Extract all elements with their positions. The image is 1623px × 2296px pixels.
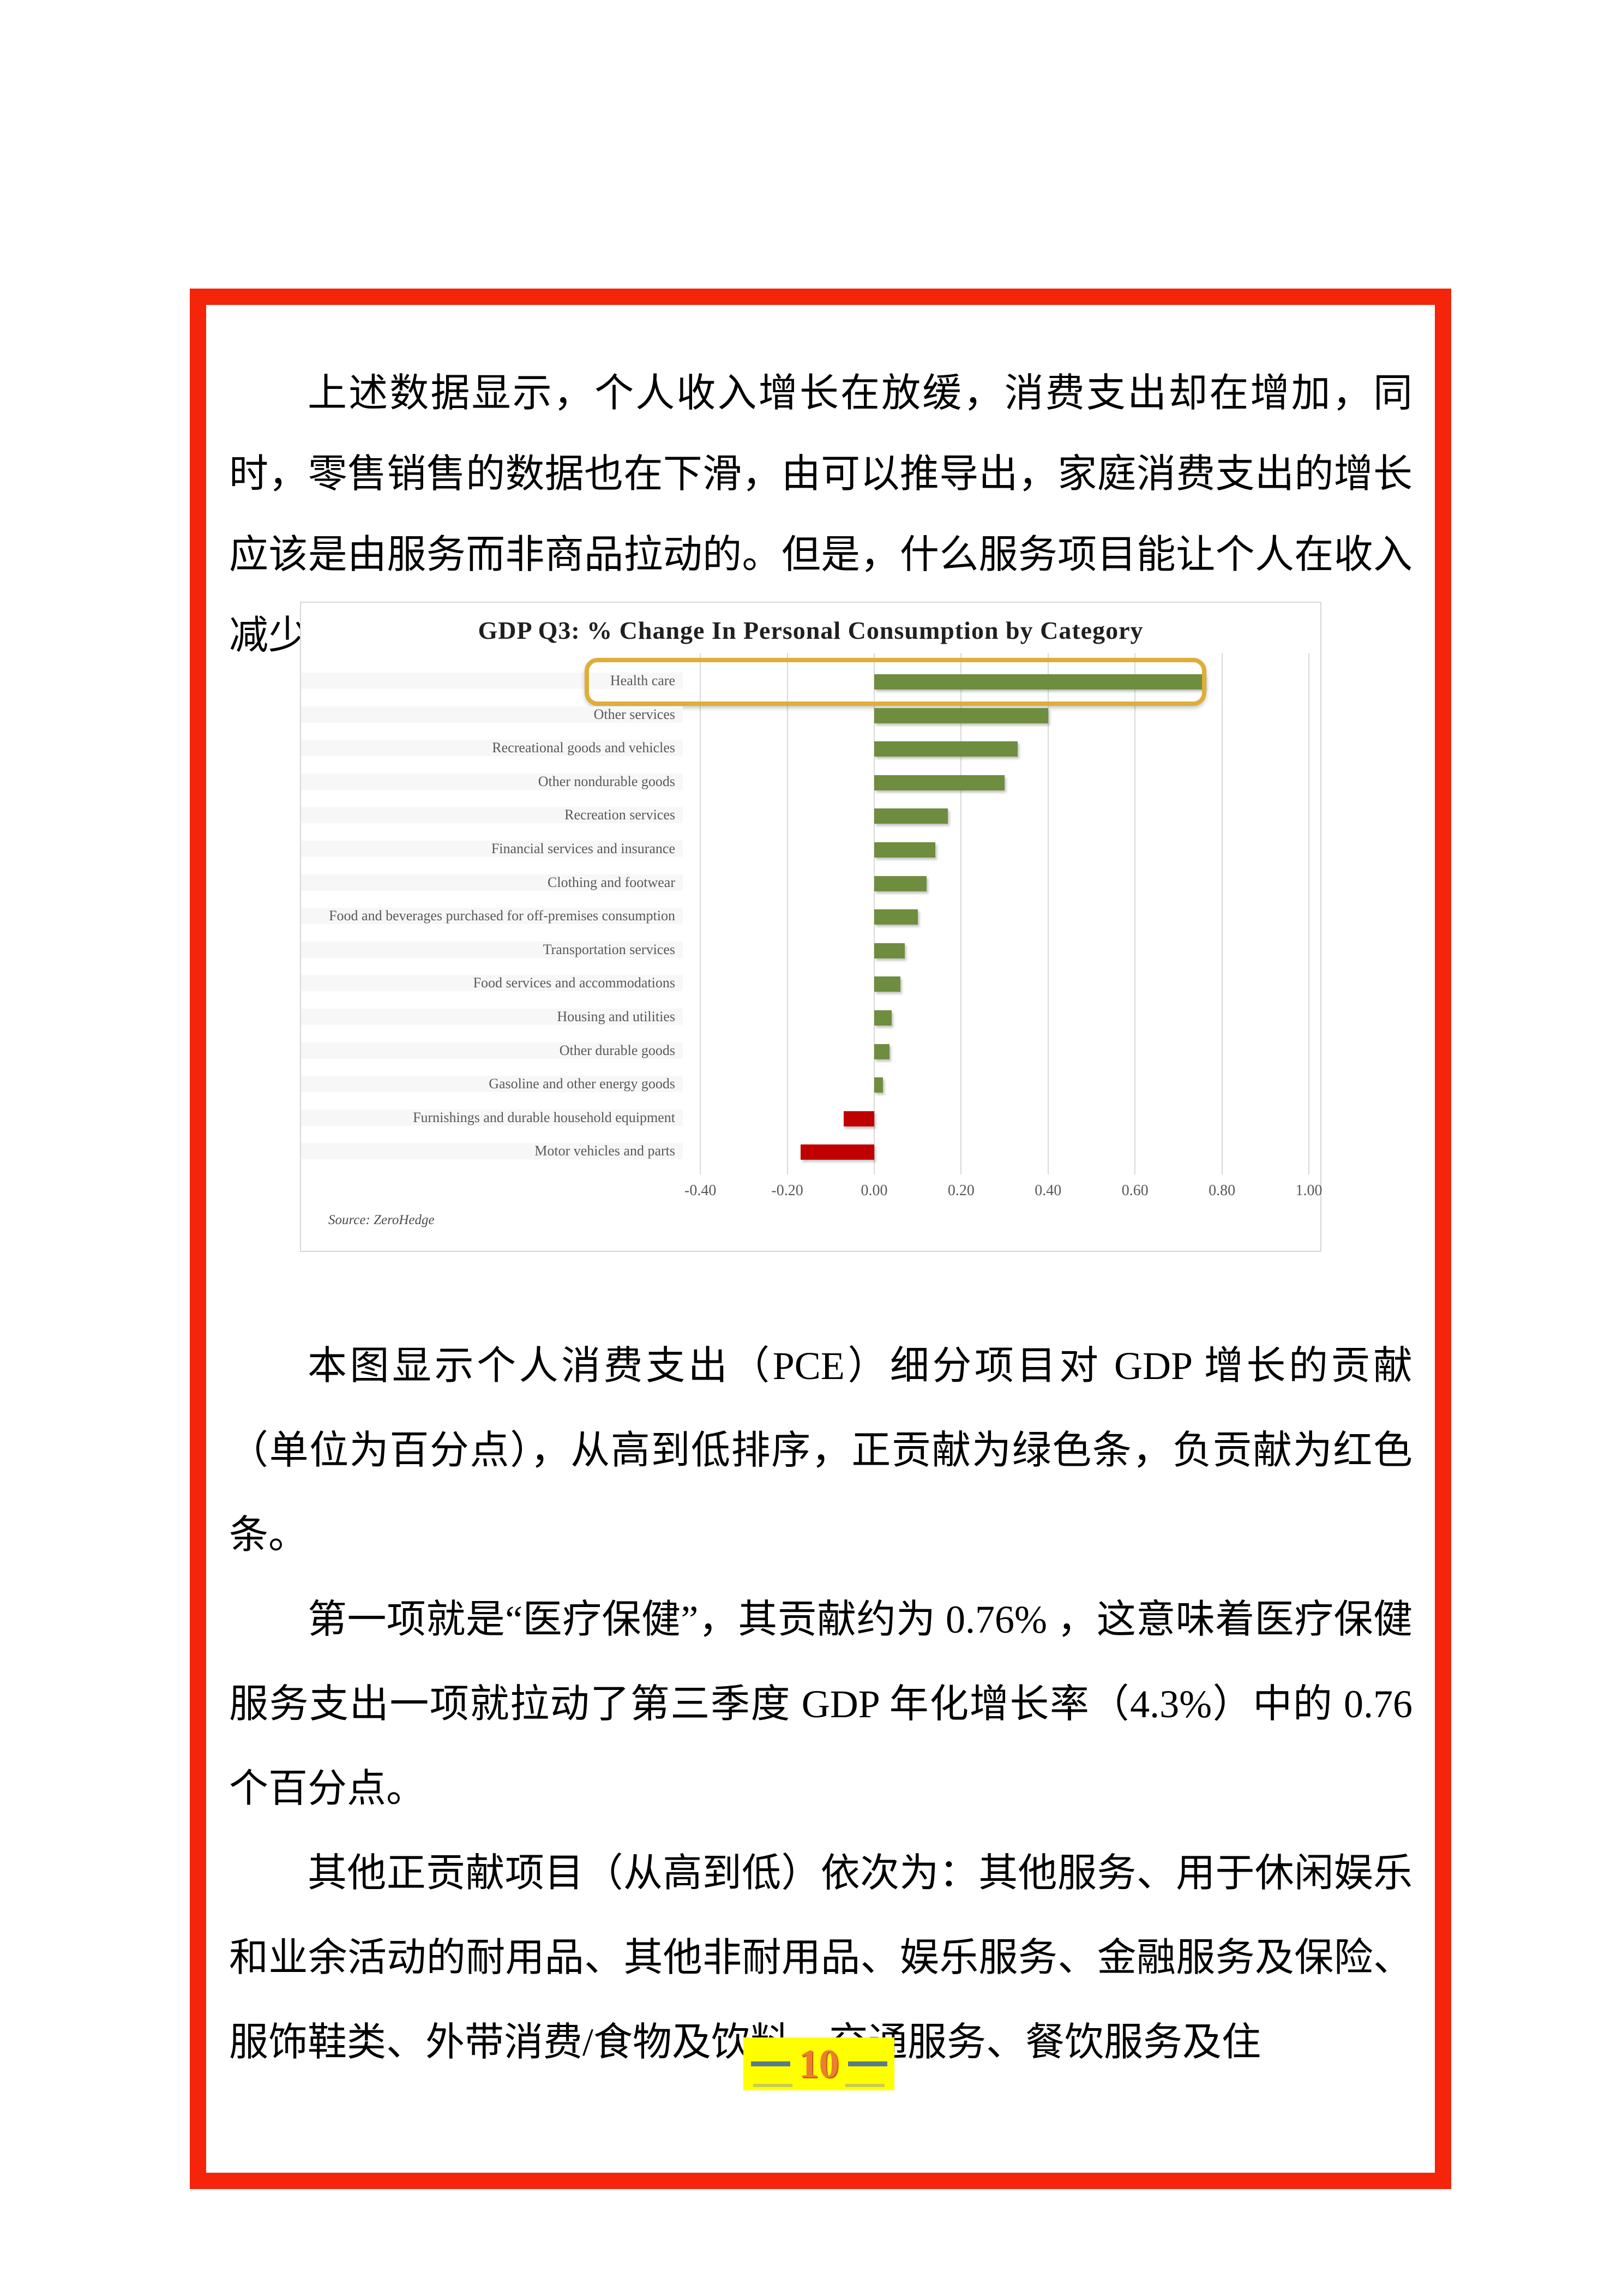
x-gridline [1047, 653, 1049, 1174]
x-axis-tick-label: 0.40 [1035, 1182, 1062, 1199]
x-gridline [700, 653, 701, 1174]
category-label: Other services [301, 706, 683, 723]
paragraph-chart-description: 本图显示个人消费支出（PCE）细分项目对 GDP 增长的贡献（单位为百分点），从… [229, 1344, 1412, 1557]
category-label: Recreation services [301, 807, 683, 824]
positive-bar [874, 876, 927, 891]
x-gridline [1134, 653, 1136, 1174]
page-number-badge: 10 [743, 2037, 894, 2090]
positive-bar [874, 1010, 892, 1026]
positive-bar [874, 976, 900, 992]
positive-bar [874, 708, 1048, 723]
positive-bar [874, 741, 1018, 757]
positive-bar [874, 1044, 889, 1059]
x-axis-tick-label: 0.60 [1121, 1182, 1149, 1199]
x-gridline [1308, 653, 1309, 1174]
category-label: Food and beverages purchased for off-pre… [301, 908, 683, 925]
positive-bar [874, 808, 948, 824]
category-label: Financial services and insurance [301, 841, 683, 857]
page-number: 10 [798, 2041, 839, 2087]
health-care-highlight-box [585, 658, 1206, 706]
positive-bar [874, 775, 1005, 790]
page-number-left-dash-shadow [753, 2084, 792, 2087]
category-label: Gasoline and other energy goods [301, 1076, 683, 1093]
x-gridline [786, 653, 788, 1174]
paragraph-health-care-contribution: 第一项就是“医疗保健”，其贡献约为 0.76% ，这意味着医疗保健服务支出一项就… [229, 1598, 1412, 1811]
category-label: Health care [301, 673, 683, 689]
x-axis-tick-label: -0.20 [771, 1182, 803, 1199]
chart-source: Source: ZeroHedge [328, 1213, 435, 1227]
x-axis-tick-label: 1.00 [1295, 1182, 1323, 1199]
category-label: Motor vehicles and parts [301, 1143, 683, 1160]
positive-bar [874, 674, 1205, 690]
category-label: Food services and accommodations [301, 975, 683, 992]
red-border-frame: 上述数据显示，个人收入增长在放缓，消费支出却在增加，同时，零售销售的数据也在下滑… [190, 289, 1451, 2189]
positive-bar [874, 1077, 883, 1093]
x-axis-tick-label: 0.00 [861, 1182, 888, 1199]
negative-bar [844, 1111, 874, 1126]
x-axis-tick-label: -0.40 [684, 1182, 717, 1199]
category-label: Transportation services [301, 941, 683, 958]
category-label: Other nondurable goods [301, 773, 683, 790]
positive-bar [874, 909, 918, 925]
x-axis-tick-label: 0.80 [1209, 1182, 1236, 1199]
category-label: Clothing and footwear [301, 874, 683, 891]
category-label: Furnishings and durable household equipm… [301, 1109, 683, 1126]
page-number-right-dash [847, 2061, 887, 2066]
category-label: Recreational goods and vehicles [301, 740, 683, 757]
x-gridline [1221, 653, 1223, 1174]
page-number-left-dash [750, 2061, 790, 2066]
pce-contribution-bar-chart: GDP Q3: % Change In Personal Consumption… [300, 602, 1323, 1252]
category-label: Housing and utilities [301, 1009, 683, 1025]
x-gridline [960, 653, 962, 1174]
page-number-right-dash-shadow [845, 2084, 885, 2087]
chart-title: GDP Q3: % Change In Personal Consumption… [478, 616, 1144, 644]
positive-bar [874, 842, 935, 858]
negative-bar [800, 1144, 874, 1160]
x-axis-tick-label: 0.20 [947, 1182, 975, 1199]
positive-bar [874, 943, 905, 958]
category-label: Other durable goods [301, 1042, 683, 1059]
